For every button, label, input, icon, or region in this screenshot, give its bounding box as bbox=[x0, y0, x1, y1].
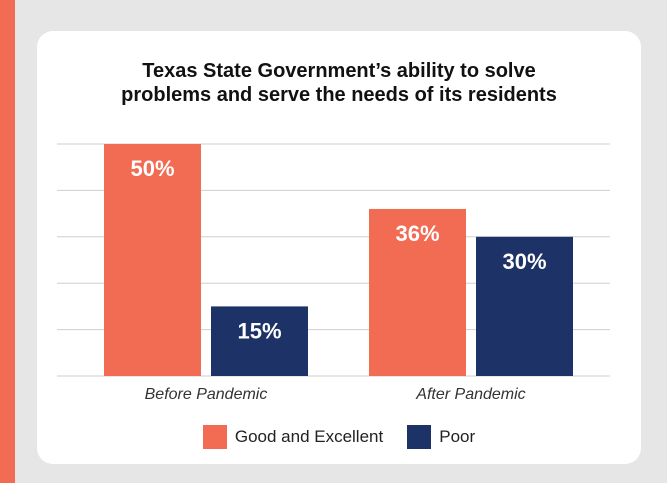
legend-label-good: Good and Excellent bbox=[234, 427, 384, 446]
legend-swatch-good bbox=[202, 425, 227, 449]
bar-good-0 bbox=[104, 144, 201, 376]
bar-poor-0 bbox=[211, 306, 308, 376]
data-label: 15% bbox=[237, 318, 281, 343]
bar-good-1 bbox=[369, 208, 466, 376]
legend-swatch-poor bbox=[407, 425, 432, 449]
chart-title: Texas State Government’s ability to solv… bbox=[37, 59, 641, 107]
category-label: Before Pandemic bbox=[145, 386, 268, 403]
bar-poor-1 bbox=[476, 236, 573, 376]
data-label: 30% bbox=[502, 249, 546, 274]
data-label: 36% bbox=[395, 221, 439, 246]
chart-card: Texas State Government’s ability to solv… bbox=[37, 31, 641, 464]
category-label: After Pandemic bbox=[415, 386, 525, 403]
legend-label-poor: Poor bbox=[439, 427, 476, 446]
data-label: 50% bbox=[130, 156, 174, 181]
chart-title-line-2: problems and serve the needs of its resi… bbox=[121, 84, 557, 106]
legend-item-good: Good and Excellent bbox=[202, 425, 384, 449]
chart-title-line-1: Texas State Government’s ability to solv… bbox=[142, 60, 536, 82]
legend: Good and Excellent Poor bbox=[37, 425, 641, 449]
bar-chart: 50% 15% Before Pandemic 36% 30% After Pandemi… bbox=[57, 143, 610, 403]
legend-item-poor: Poor bbox=[407, 425, 475, 449]
